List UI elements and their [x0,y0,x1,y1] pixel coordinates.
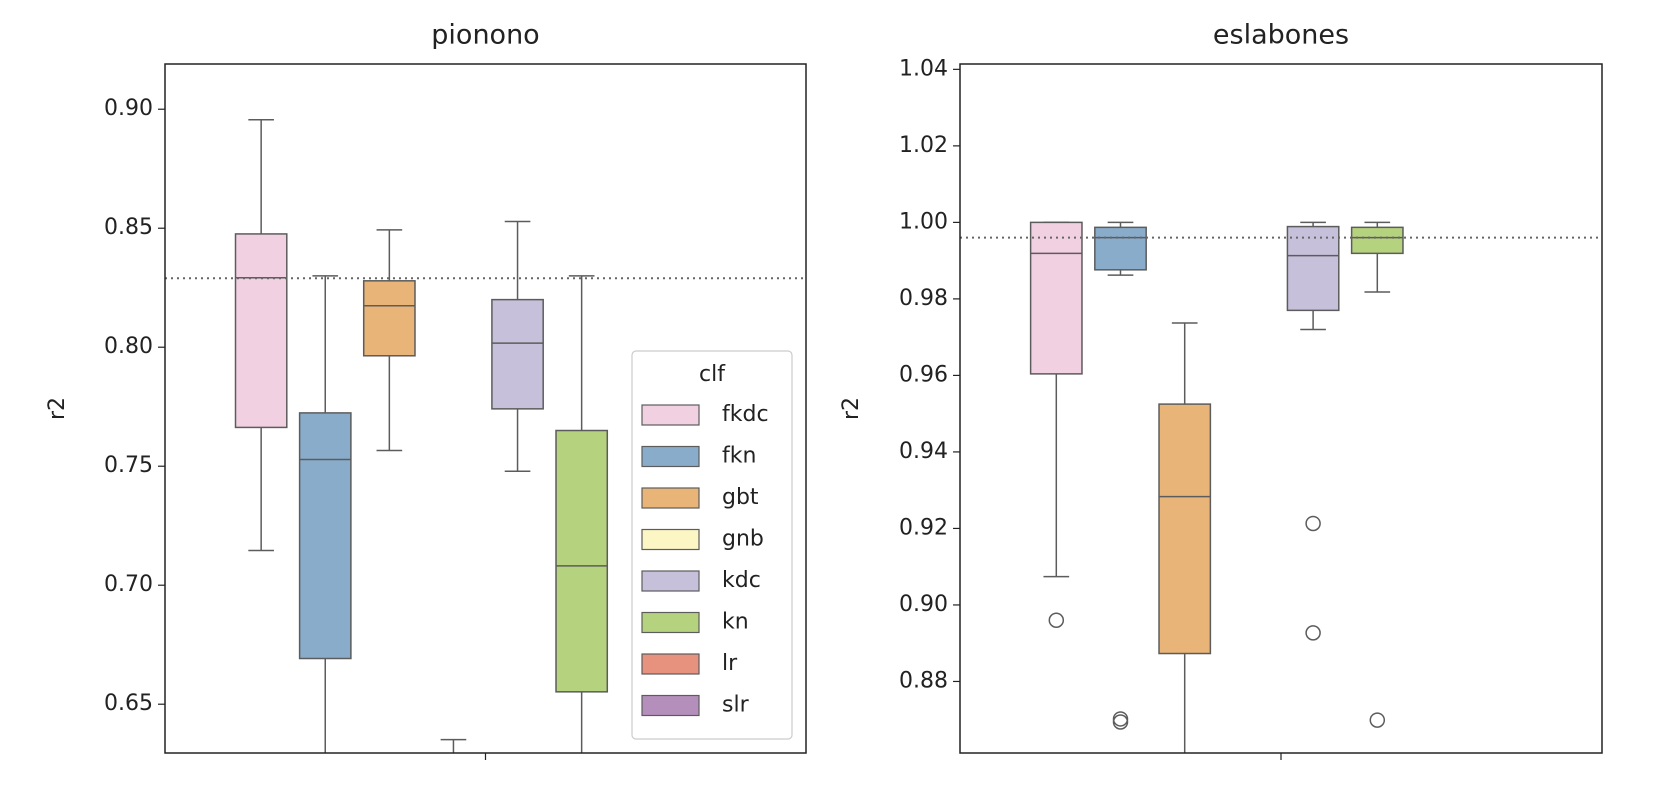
flier [1112,714,1129,730]
axes-frame [959,63,1603,754]
legend-swatch [641,404,700,426]
legend-label: fkn [722,444,756,469]
box [362,280,416,357]
y-tick-label: 0.90 [899,592,948,617]
plot-area [165,118,806,753]
axes-frame [164,63,807,754]
legend-label: slr [722,693,750,718]
flier [1305,515,1321,532]
legend-swatch [641,487,700,509]
y-tick-label: 1.02 [899,133,948,158]
subplot: pionono r2 0.65 0.70 0.75 0.80 0.85 0.90 clf fkdc… [45,20,807,760]
box [234,233,288,429]
legend-label: lr [722,651,738,676]
y-tick-label: 0.88 [899,668,948,693]
box [491,298,544,410]
y-tick-label: 0.92 [899,515,948,540]
y-tick-label: 1.00 [899,209,948,234]
y-tick-label: 0.80 [104,334,153,359]
legend-swatch [641,570,700,592]
flier [1305,625,1321,641]
y-tick-label: 0.96 [899,362,948,387]
legend-swatch [641,611,700,634]
box [1350,226,1404,255]
y-tick-label: 0.98 [899,286,948,311]
legend-swatch [641,694,700,717]
legend-label: fkdc [722,402,769,427]
legend-label: gnb [722,527,764,552]
legend-label: kdc [722,568,761,593]
y-tick-label: 0.90 [104,96,153,121]
subplot-title: eslabones [1213,20,1349,51]
subplot: eslabones r2 0.88 0.90 0.92 0.94 0.96 0.98 1.00 1… [839,20,1603,760]
box [1158,403,1212,655]
legend-swatch [641,445,700,468]
subplot-title: pionono [431,20,539,51]
y-tick-label: 0.85 [104,215,153,240]
y-tick-label: 0.75 [104,453,153,478]
box [1094,226,1147,271]
box [1286,225,1340,312]
legend-label: gbt [722,485,759,510]
y-axis-label: r2 [45,397,70,420]
legend: clf fkdc fkn gbt gnb kdc kn lr slr [631,350,793,740]
flier [1369,712,1386,728]
y-tick-label: 0.94 [899,439,948,464]
legend-swatch [641,653,700,675]
flier [1048,612,1065,628]
flier [1112,711,1129,727]
legend-swatch [641,528,700,551]
y-tick-label: 1.04 [899,56,948,81]
legend-title: clf [699,362,726,387]
box [1029,221,1083,375]
box [555,429,609,693]
y-axis-label: r2 [839,397,864,420]
legend-label: kn [722,610,749,635]
y-tick-label: 0.70 [104,572,153,597]
plot-area [960,221,1602,753]
box [298,412,352,660]
y-tick-label: 0.65 [104,691,153,716]
